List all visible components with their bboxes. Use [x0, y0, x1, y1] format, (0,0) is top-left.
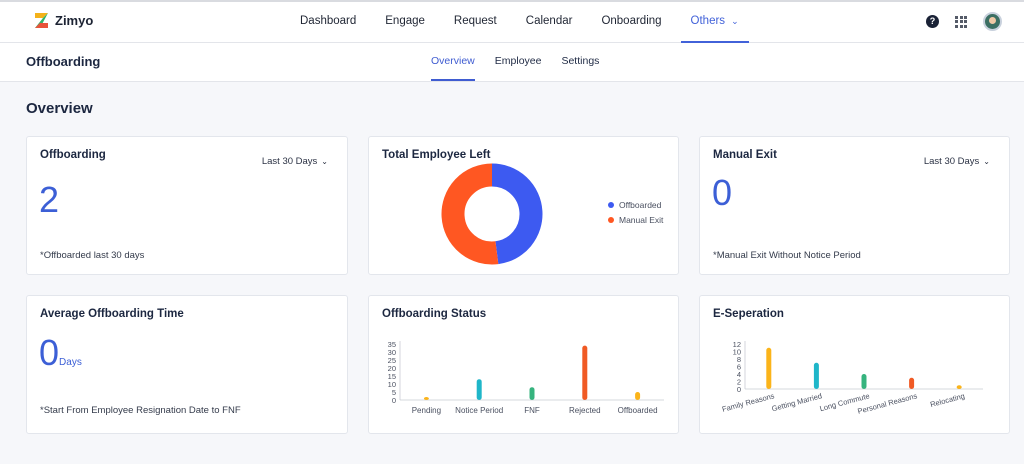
bar-fnf: [529, 387, 535, 400]
donut-chart: [441, 163, 543, 265]
page-header: Offboarding Overview Employee Settings: [0, 43, 1024, 82]
y-tick-label: 0: [737, 385, 741, 394]
total-employee-left-card: Total Employee Left Offboarded Manual Ex…: [368, 136, 679, 275]
average-time-unit: Days: [59, 357, 82, 368]
x-tick-label: Offboarded: [618, 406, 658, 415]
nav-onboarding[interactable]: Onboarding: [601, 15, 662, 27]
x-tick-label: Family Reasons: [721, 391, 776, 414]
card-title: Offboarding: [40, 149, 106, 161]
avatar[interactable]: [983, 12, 1002, 31]
section-title: Overview: [26, 100, 93, 117]
donut-slice-manual-exit: [441, 163, 499, 265]
period-dropdown[interactable]: Last 30 Days ⌄: [924, 156, 990, 167]
nav-calendar[interactable]: Calendar: [525, 15, 573, 27]
card-title: Average Offboarding Time: [40, 308, 184, 320]
chart-legend: Offboarded Manual Exit: [608, 200, 663, 230]
y-tick-label: 12: [733, 340, 741, 349]
card-note: *Offboarded last 30 days: [40, 250, 145, 261]
nav-dashboard[interactable]: Dashboard: [300, 15, 357, 27]
bar-offboarded: [635, 392, 641, 400]
y-tick-label: 20: [388, 364, 396, 373]
nav-engage[interactable]: Engage: [385, 15, 425, 27]
y-tick-label: 10: [388, 380, 396, 389]
manual-exit-count: 0: [712, 172, 733, 213]
legend-label: Manual Exit: [619, 215, 664, 225]
help-icon[interactable]: ?: [926, 15, 939, 28]
zimyo-logo-icon: [35, 13, 48, 28]
app-name: Zimyo: [55, 13, 94, 28]
app-logo[interactable]: Zimyo: [34, 12, 93, 29]
y-tick-label: 6: [737, 363, 741, 372]
y-tick-label: 8: [737, 355, 741, 364]
bar-pending: [423, 397, 429, 400]
y-tick-label: 10: [733, 348, 741, 357]
card-title: Manual Exit: [713, 149, 777, 161]
period-dropdown-label: Last 30 Days: [923, 156, 980, 167]
y-tick-label: 25: [388, 356, 396, 365]
chevron-down-icon: ⌄: [321, 157, 328, 166]
legend-dot: [608, 202, 614, 208]
legend-item: Manual Exit: [608, 215, 663, 225]
x-tick-label: Notice Period: [455, 406, 503, 415]
y-tick-label: 15: [388, 372, 396, 381]
card-title: Total Employee Left: [382, 149, 491, 161]
page-tabs: Overview Employee Settings: [431, 43, 619, 81]
chevron-down-icon: ⌄: [731, 16, 739, 26]
legend-label: Offboarded: [619, 200, 662, 210]
page-title: Offboarding: [26, 54, 101, 69]
main-nav: Dashboard Engage Request Calendar Onboar…: [290, 2, 758, 43]
offboarding-status-card: Offboarding Status 0 5 10 15 20 25 30 35 Pending…: [368, 295, 679, 434]
x-tick-label: Relocating: [929, 391, 966, 409]
tab-settings[interactable]: Settings: [561, 55, 600, 67]
bar-personal-reasons: [909, 377, 915, 389]
average-time-value: 0Days: [39, 332, 82, 374]
bar-family-reasons: [766, 347, 772, 389]
legend-dot: [608, 217, 614, 223]
top-navigation-bar: Zimyo Dashboard Engage Request Calendar …: [0, 0, 1024, 43]
nav-others[interactable]: Others ⌄: [680, 2, 749, 43]
card-note: *Start From Employee Resignation Date to…: [40, 405, 241, 416]
bar-notice-period: [476, 379, 482, 400]
y-tick-label: 5: [392, 388, 396, 397]
e-separation-card: E-Seperation 0 2 4 6 8 10 12 Family Reasons Gett…: [699, 295, 1010, 434]
manual-exit-card: Manual Exit Last 30 Days ⌄ 0 *Manual Exit…: [699, 136, 1010, 275]
nav-request[interactable]: Request: [453, 15, 497, 27]
bar-relocating: [956, 385, 962, 389]
y-tick-label: 0: [392, 396, 396, 405]
average-offboarding-time-card: Average Offboarding Time 0Days *Start Fr…: [26, 295, 348, 434]
tab-overview[interactable]: Overview: [431, 43, 475, 81]
card-note: *Manual Exit Without Notice Period: [713, 250, 861, 261]
offboarding-count: 2: [39, 179, 60, 220]
nav-others-label: Others: [690, 15, 726, 27]
y-tick-label: 35: [388, 340, 396, 349]
donut-slice-offboarded: [491, 163, 543, 265]
tab-employee[interactable]: Employee: [494, 55, 542, 67]
offboarding-card: Offboarding Last 30 Days ⌄ 2 *Offboarded …: [26, 136, 348, 275]
bar-rejected: [582, 345, 588, 400]
y-tick-label: 30: [388, 348, 396, 357]
y-tick-label: 4: [737, 370, 741, 379]
average-time-number: 0: [39, 332, 60, 373]
topbar-actions: ?: [926, 12, 1002, 31]
card-title: E-Seperation: [713, 308, 784, 320]
legend-item: Offboarded: [608, 200, 663, 210]
x-tick-label: Pending: [412, 406, 441, 415]
y-tick-label: 2: [737, 378, 741, 387]
x-tick-label: Rejected: [569, 406, 601, 415]
period-dropdown-label: Last 30 Days: [261, 156, 318, 167]
period-dropdown[interactable]: Last 30 Days ⌄: [262, 156, 328, 167]
apps-grid-icon[interactable]: [955, 15, 967, 28]
x-tick-label: Getting Married: [771, 391, 823, 413]
chevron-down-icon: ⌄: [983, 157, 990, 166]
card-title: Offboarding Status: [382, 308, 487, 320]
bar-long-commute: [861, 374, 867, 389]
bar-getting-married: [813, 362, 819, 389]
x-tick-label: FNF: [524, 406, 540, 415]
